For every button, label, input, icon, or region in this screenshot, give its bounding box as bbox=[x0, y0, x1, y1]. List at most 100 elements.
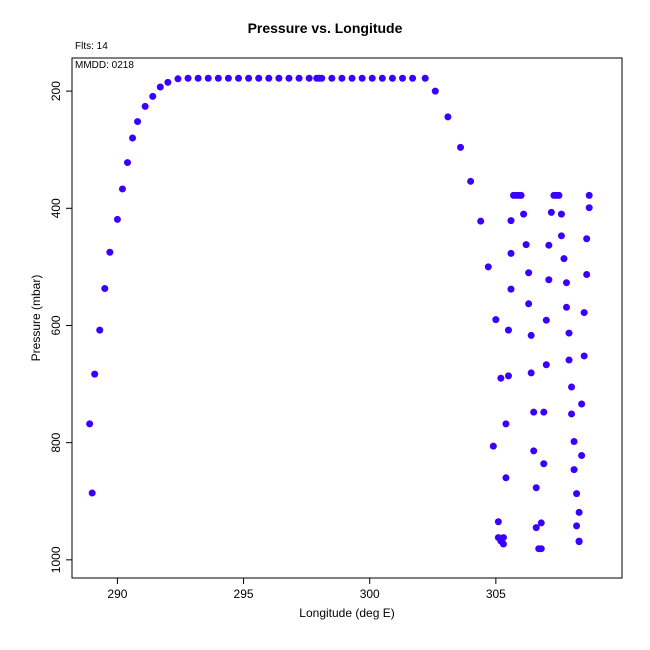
data-point bbox=[507, 217, 515, 225]
data-point bbox=[457, 143, 465, 151]
data-point bbox=[184, 74, 192, 82]
data-point bbox=[542, 361, 550, 369]
data-point bbox=[532, 524, 540, 532]
data-point bbox=[305, 74, 313, 82]
data-point bbox=[537, 519, 545, 527]
data-point bbox=[562, 303, 570, 311]
data-point bbox=[492, 316, 500, 324]
data-point bbox=[338, 74, 346, 82]
data-point bbox=[578, 452, 586, 460]
data-point bbox=[497, 374, 505, 382]
data-point bbox=[517, 191, 525, 199]
data-point bbox=[562, 279, 570, 287]
data-point bbox=[124, 159, 132, 167]
data-point bbox=[575, 538, 583, 546]
data-point bbox=[542, 316, 550, 324]
data-point bbox=[91, 370, 99, 378]
data-point bbox=[318, 74, 326, 82]
x-tick-label: 305 bbox=[486, 587, 506, 601]
data-point bbox=[235, 74, 243, 82]
data-point bbox=[134, 118, 142, 126]
data-point bbox=[583, 270, 591, 278]
date-annotation: MMDD: 0218 bbox=[75, 60, 134, 71]
data-point bbox=[585, 204, 593, 212]
data-point bbox=[547, 208, 555, 216]
data-point bbox=[568, 410, 576, 418]
data-point bbox=[245, 74, 253, 82]
data-point bbox=[573, 522, 581, 530]
y-tick-label: 1000 bbox=[49, 546, 63, 573]
data-point bbox=[101, 285, 109, 293]
data-point bbox=[499, 534, 507, 542]
data-point bbox=[568, 383, 576, 391]
data-point bbox=[570, 466, 578, 474]
data-point bbox=[525, 269, 533, 277]
data-point bbox=[129, 134, 137, 142]
data-point bbox=[585, 191, 593, 199]
data-point bbox=[557, 210, 565, 218]
data-point bbox=[504, 372, 512, 380]
data-point bbox=[174, 75, 182, 83]
data-point bbox=[275, 74, 283, 82]
x-axis: 290 295 300 305 bbox=[107, 577, 506, 601]
data-point bbox=[113, 215, 121, 223]
data-point bbox=[527, 331, 535, 339]
data-point bbox=[409, 74, 417, 82]
data-point bbox=[557, 232, 565, 240]
data-point bbox=[537, 545, 545, 553]
data-point bbox=[489, 442, 497, 450]
data-point bbox=[504, 326, 512, 334]
data-point bbox=[431, 87, 439, 95]
data-point bbox=[86, 420, 94, 428]
data-point bbox=[388, 74, 396, 82]
data-point bbox=[525, 300, 533, 308]
y-tick-label: 600 bbox=[49, 315, 63, 335]
data-point bbox=[532, 484, 540, 492]
data-point bbox=[520, 210, 528, 218]
y-tick-label: 400 bbox=[49, 198, 63, 218]
data-point bbox=[358, 74, 366, 82]
points-layer bbox=[86, 74, 593, 553]
plot-frame bbox=[71, 57, 623, 579]
data-point bbox=[502, 420, 510, 428]
data-point bbox=[378, 74, 386, 82]
y-axis: 200 400 600 800 1000 bbox=[49, 81, 73, 573]
data-point bbox=[204, 74, 212, 82]
data-point bbox=[583, 235, 591, 243]
data-point bbox=[565, 329, 573, 337]
data-point bbox=[295, 74, 303, 82]
data-point bbox=[141, 102, 149, 110]
data-point bbox=[530, 447, 538, 455]
data-point bbox=[494, 518, 502, 526]
chart-title: Pressure vs. Longitude bbox=[247, 20, 403, 36]
data-point bbox=[527, 369, 535, 377]
data-point bbox=[164, 78, 172, 86]
data-point bbox=[555, 191, 563, 199]
data-point bbox=[545, 276, 553, 284]
data-point bbox=[545, 241, 553, 249]
data-point bbox=[540, 408, 548, 416]
data-point bbox=[156, 83, 164, 91]
data-point bbox=[96, 326, 104, 334]
data-point bbox=[540, 460, 548, 468]
data-point bbox=[467, 177, 475, 185]
data-point bbox=[265, 74, 273, 82]
data-point bbox=[502, 474, 510, 482]
data-point bbox=[368, 74, 376, 82]
data-point bbox=[530, 408, 538, 416]
data-point bbox=[106, 248, 114, 256]
data-point bbox=[399, 74, 407, 82]
data-point bbox=[573, 490, 581, 498]
data-point bbox=[285, 74, 293, 82]
data-point bbox=[421, 74, 429, 82]
data-point bbox=[328, 74, 336, 82]
data-point bbox=[560, 255, 568, 263]
data-point bbox=[444, 113, 452, 121]
data-point bbox=[499, 540, 507, 548]
data-point bbox=[224, 74, 232, 82]
data-point bbox=[570, 437, 578, 445]
data-point bbox=[348, 74, 356, 82]
data-point bbox=[194, 74, 202, 82]
data-point bbox=[565, 356, 573, 364]
